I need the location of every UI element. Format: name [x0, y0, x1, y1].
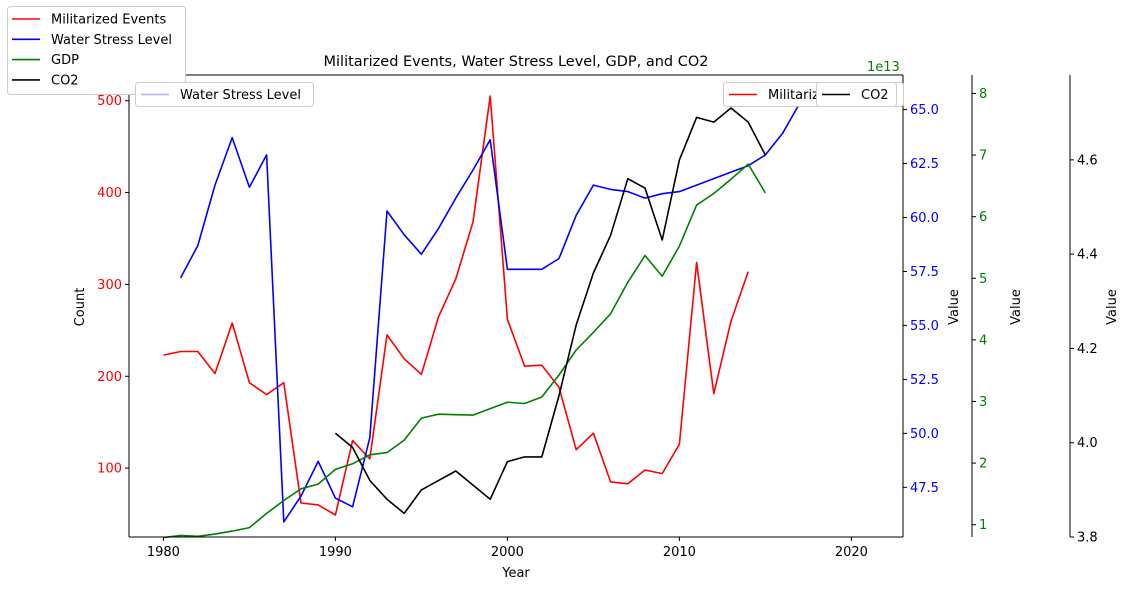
y-axis-label-co2: Value — [1105, 289, 1120, 325]
water-axis-tick-label: 55.0 — [910, 319, 939, 334]
co2-axis-tick-label: 4.0 — [1077, 436, 1098, 451]
co2-axis-tick-label: 4.4 — [1077, 248, 1098, 263]
y-axis-label-count: Count — [73, 288, 88, 327]
y-axis-label-gdp: Value — [1009, 289, 1024, 325]
gdp-axis-tick-label: 6 — [979, 210, 987, 225]
x-tick-label: 1990 — [319, 545, 352, 560]
x-axis-label: Year — [501, 566, 530, 581]
count-tick-label: 500 — [97, 94, 122, 109]
x-tick-label: 2010 — [663, 545, 696, 560]
water-axis-tick-label: 50.0 — [910, 427, 939, 442]
count-tick-label: 100 — [97, 462, 122, 477]
gdp-axis-tick-label: 1 — [979, 518, 987, 533]
x-tick-label: 1980 — [147, 545, 180, 560]
count-tick-label: 200 — [97, 370, 122, 385]
gdp-axis-tick-label: 8 — [979, 87, 987, 102]
count-tick-label: 300 — [97, 278, 122, 293]
inner-legend-water-label: Water Stress Level — [180, 88, 301, 103]
water-axis-tick-label: 47.5 — [910, 481, 939, 496]
water-axis-tick-label: 57.5 — [910, 265, 939, 280]
outer-legend-label-co2: CO2 — [51, 73, 79, 88]
water-axis-tick-label: 52.5 — [910, 373, 939, 388]
legends-layer: Militarized Events Water Stress Level GDP C… — [7, 6, 904, 107]
series-line-co2 — [334, 107, 767, 515]
series-line-militarized — [163, 95, 749, 516]
axes-layer: 1980 1990 2000 2010 2020 100 200 300 400 500 47.5 5… — [97, 74, 1098, 560]
inner-legend-co2-frame — [816, 82, 897, 107]
water-axis-tick-label: 60.0 — [910, 211, 939, 226]
gdp-axis-tick-label: 4 — [979, 333, 987, 348]
outer-legend-label-militarized: Militarized Events — [51, 13, 167, 28]
water-axis-tick-label: 62.5 — [910, 157, 939, 172]
gdp-axis-tick-label: 7 — [979, 149, 987, 164]
x-tick-label: 2020 — [835, 545, 868, 560]
outer-legend-frame — [7, 6, 186, 95]
outer-legend-label-gdp: GDP — [51, 53, 79, 68]
co2-axis-tick-label: 4.2 — [1077, 342, 1098, 357]
count-tick-label: 400 — [97, 186, 122, 201]
water-axis-offset-text: 1e13 — [867, 60, 900, 75]
outer-legend: Militarized Events Water Stress Level GDP C… — [7, 6, 186, 95]
inner-legend-co2-label: CO2 — [861, 88, 889, 103]
co2-axis-tick-label: 3.8 — [1077, 531, 1098, 546]
gdp-axis-tick-label: 3 — [979, 395, 987, 410]
gdp-axis-tick-label: 5 — [979, 272, 987, 287]
outer-legend-label-water: Water Stress Level — [51, 33, 172, 48]
inner-legend-co2: CO2 — [816, 82, 897, 107]
gdp-axis-tick-label: 2 — [979, 457, 987, 472]
co2-axis-tick-label: 4.6 — [1077, 153, 1098, 168]
inner-legend-water: Water Stress Level — [135, 82, 314, 107]
series-line-water — [179, 93, 835, 523]
series-layer — [163, 93, 835, 539]
x-tick-label: 2000 — [491, 545, 524, 560]
series-line-gdp — [163, 163, 767, 539]
chart-title: Militarized Events, Water Stress Level, … — [324, 54, 709, 70]
water-axis-tick-label: 65.0 — [910, 103, 939, 118]
inner-legend-water-frame — [135, 82, 314, 107]
y-axis-label-water: Value — [947, 289, 962, 325]
